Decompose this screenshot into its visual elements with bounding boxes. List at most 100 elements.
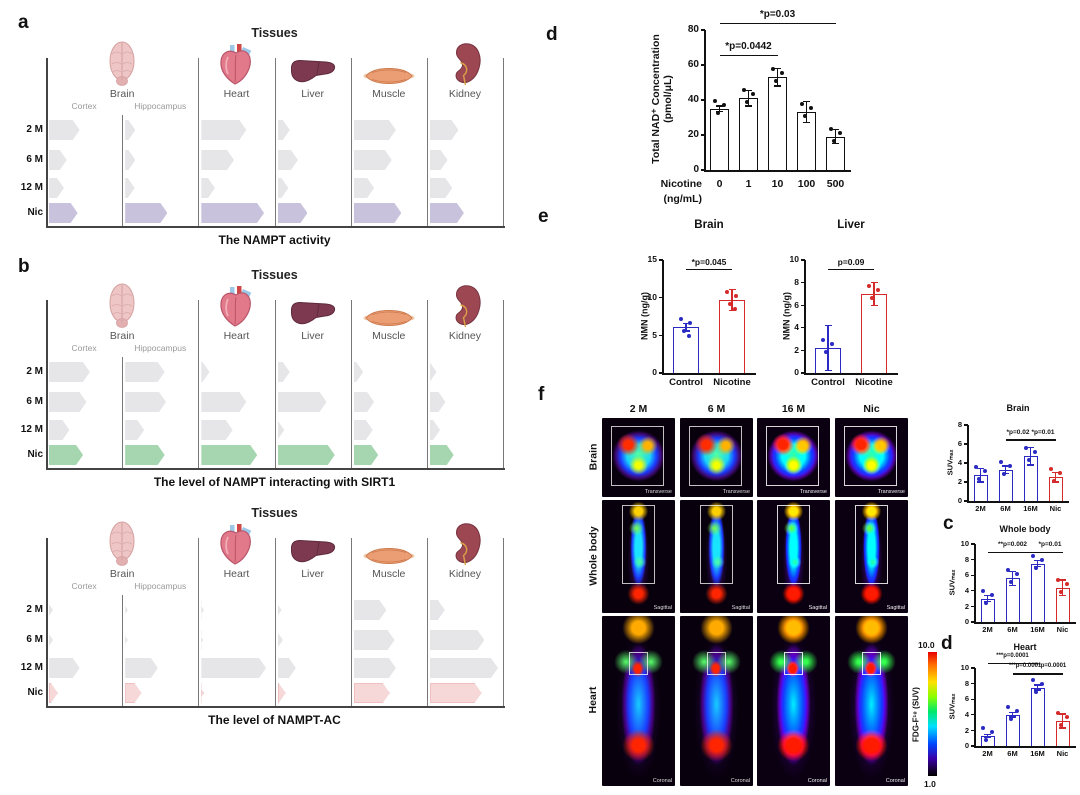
heart-icon [216, 286, 256, 328]
error-bar-cap [984, 736, 991, 739]
organ-label: Brain [109, 568, 135, 580]
significance-label: ***p=0.0001 [996, 652, 1029, 659]
orientation-label: Transverse [644, 489, 672, 495]
kidney-icon [448, 522, 482, 566]
error-bar-cap [870, 304, 878, 306]
grid-line [426, 58, 428, 226]
significance-line [1012, 673, 1038, 675]
roi-box [707, 651, 726, 676]
tissue-bar [354, 600, 387, 620]
x-tick-label: 6M [1007, 749, 1018, 758]
tissue-bar [49, 203, 78, 223]
pet-column-header: 2 M [629, 403, 648, 415]
bar [710, 108, 729, 170]
orientation-label: Coronal [885, 778, 905, 784]
significance-line [987, 551, 1038, 554]
significance-line [1037, 551, 1063, 554]
data-point [976, 477, 981, 482]
organ-label: Liver [301, 568, 324, 580]
chart-title: Whole body [999, 524, 1051, 534]
error-bar-cap [1002, 465, 1009, 467]
data-point [837, 130, 842, 135]
x-axis [974, 746, 1076, 748]
y-tick-mark [701, 99, 705, 101]
error-bar-cap [682, 322, 690, 324]
axis-baseline [46, 706, 505, 708]
organ-label: Heart [223, 568, 250, 580]
data-point [870, 295, 874, 300]
significance-label: *p=0.03 [759, 9, 796, 20]
liver-icon [289, 538, 337, 566]
pet-image-whole-body-2m: Sagittal [602, 500, 675, 613]
error-bar-cap [1009, 711, 1016, 714]
y-tick-mark [701, 64, 705, 66]
error-bar-cap [803, 122, 810, 124]
data-point [688, 321, 692, 326]
error-bar-cap [1059, 579, 1066, 581]
error-bar-cap [716, 110, 723, 113]
grid-line [198, 58, 200, 226]
orientation-label: Transverse [722, 489, 750, 495]
error-bar-cap [1027, 447, 1034, 449]
orientation-label: Coronal [807, 778, 827, 784]
bar [719, 299, 745, 373]
data-point [828, 126, 833, 131]
panel-caption: The level of NAMPT interacting with SIRT… [153, 475, 396, 489]
significance-line [987, 662, 1038, 664]
tissue-bar [430, 658, 498, 678]
tissue-bar [354, 445, 379, 465]
organ-label: Heart [223, 330, 250, 342]
error-bar [1011, 712, 1014, 718]
data-point [741, 88, 746, 93]
data-point [1030, 553, 1035, 558]
x-tick-label: Nicotine [713, 377, 751, 388]
significance-line [686, 269, 732, 271]
significance-label: ***p=0.0001 [1008, 663, 1042, 670]
y-axis-label-line: Total NAD⁺ Concentration [650, 33, 662, 164]
error-bar-cap [1052, 471, 1059, 474]
heart-icon [216, 524, 256, 566]
pet-column-header: 6 M [707, 403, 726, 415]
error-bar [1061, 579, 1064, 596]
y-tick-mark [971, 605, 975, 608]
data-point [1023, 446, 1028, 451]
chart-title: Brain [1006, 403, 1030, 413]
roi-box [862, 651, 881, 676]
tissue-bar [430, 362, 437, 382]
roi-box [700, 504, 733, 584]
y-tick-label: 2 [964, 725, 969, 735]
error-bar-cap [984, 601, 991, 603]
grid-line [503, 58, 504, 226]
grid-line [426, 300, 428, 468]
y-axis [974, 668, 976, 747]
y-tick-label: 15 [647, 254, 657, 265]
y-tick-label: 20 [687, 128, 699, 140]
tissue-bar [125, 178, 135, 198]
tissues-title: Tissues [251, 26, 298, 40]
data-point [682, 329, 686, 334]
error-bar-cap [728, 288, 736, 291]
data-point [1039, 681, 1044, 686]
significance-label: *p=0.0442 [725, 40, 772, 52]
y-tick-label: 8 [964, 554, 969, 564]
pet-row-label: Whole body [587, 525, 599, 586]
data-point [1026, 458, 1031, 463]
x-tick-label: 1 [745, 178, 752, 190]
data-point [1030, 677, 1035, 682]
data-point [802, 114, 807, 119]
y-tick-label: 80 [687, 23, 699, 35]
tissue-bar [278, 683, 286, 703]
y-tick-label: 0 [964, 741, 969, 751]
grid-line [46, 300, 48, 468]
roi-box [629, 651, 648, 676]
organ-label: Heart [223, 88, 250, 100]
tissue-bar [49, 362, 90, 382]
roi-box [777, 504, 810, 584]
tissue-bar [430, 392, 446, 412]
error-bar [805, 101, 808, 123]
significance-label: *p=0.01 [1031, 428, 1055, 436]
x-tick-label: 0 [716, 178, 723, 190]
x-axis [804, 373, 898, 375]
grid-line [274, 538, 276, 706]
error-bar [1004, 465, 1007, 474]
